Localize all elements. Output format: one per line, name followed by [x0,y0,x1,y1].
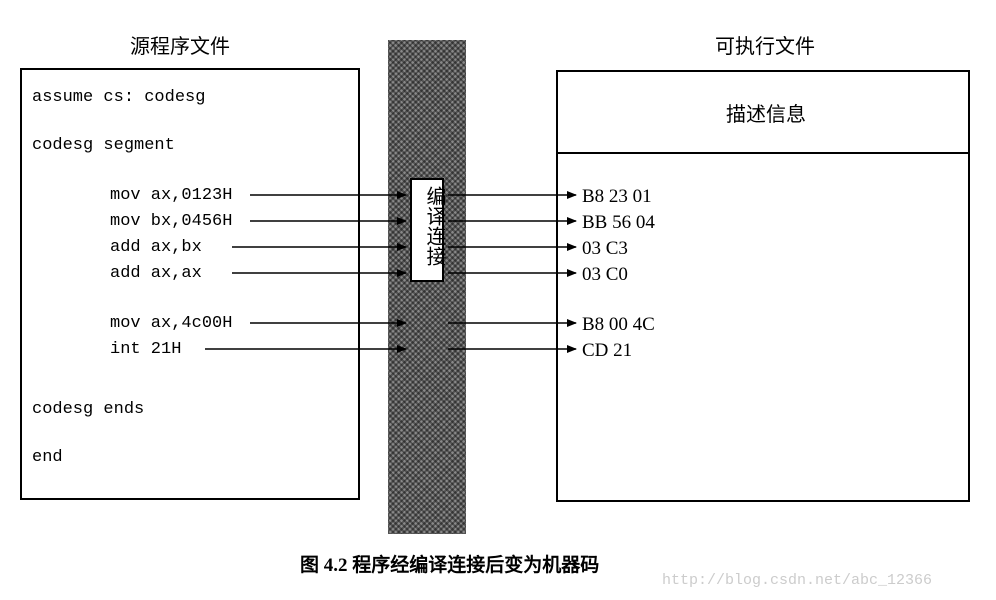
mc-line: 03 C0 [582,264,628,286]
src-line: assume cs: codesg [32,88,205,107]
figure-caption: 图 4.2 程序经编译连接后变为机器码 [300,550,599,577]
src-line: add ax,ax [110,264,202,283]
mc-line: CD 21 [582,340,632,362]
src-line: mov ax,4c00H [110,314,232,333]
exec-header-label: 描述信息 [726,98,806,127]
src-line: codesg ends [32,400,144,419]
mc-line: 03 C3 [582,238,628,260]
source-title: 源程序文件 [130,30,230,59]
compile-bar [388,40,466,534]
src-line: add ax,bx [110,238,202,257]
src-line: mov ax,0123H [110,186,232,205]
src-line: int 21H [110,340,181,359]
watermark: http://blog.csdn.net/abc_12366 [662,572,932,589]
mc-line: B8 00 4C [582,314,655,336]
src-line: mov bx,0456H [110,212,232,231]
mc-line: BB 56 04 [582,212,655,234]
exec-title: 可执行文件 [715,30,815,59]
source-box [20,68,360,500]
src-line: codesg segment [32,136,175,155]
compile-label-text: 编译连接 [420,186,447,266]
mc-line: B8 23 01 [582,186,652,208]
src-line: end [32,448,63,467]
compile-label: 编译连接 [410,178,444,282]
